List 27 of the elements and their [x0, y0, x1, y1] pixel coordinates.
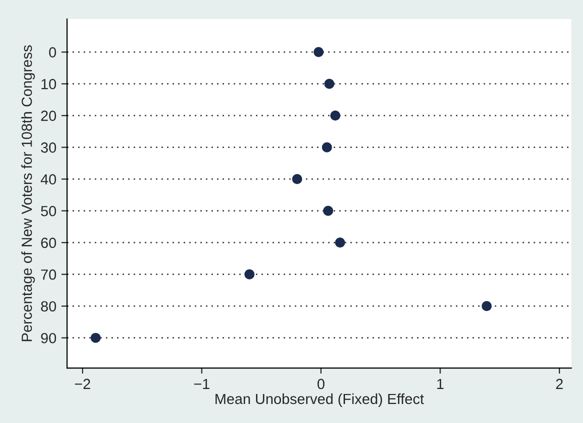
point — [335, 238, 346, 248]
y-tick-label: 40 — [40, 174, 56, 184]
point — [482, 301, 492, 312]
point — [244, 269, 254, 280]
y-axis-title: Percentage of New Voters for 108th Congress — [21, 45, 35, 342]
y-tick-label: 70 — [41, 269, 56, 280]
x-tick-label: 0 — [317, 378, 324, 390]
y-tick-label: 60 — [41, 238, 56, 248]
y-tick-label: 50 — [40, 206, 56, 216]
point — [322, 142, 332, 152]
y-tick-label: 0 — [49, 47, 56, 58]
point — [292, 174, 302, 184]
x-tick-label: −2 — [74, 378, 90, 389]
y-tick-label: 90 — [41, 332, 56, 344]
x-tick-label: 2 — [556, 378, 563, 389]
y-tick-label: 10 — [42, 78, 56, 90]
point — [324, 78, 334, 89]
y-tick-label: 20 — [41, 110, 56, 121]
y-tick-label: 80 — [41, 301, 56, 312]
point — [314, 47, 324, 58]
point — [323, 206, 334, 216]
point — [330, 110, 340, 121]
x-axis-title: Mean Unobserved (Fixed) Effect — [216, 393, 424, 407]
point — [90, 332, 101, 343]
x-tick-label: −1 — [194, 378, 210, 389]
y-tick-label: 30 — [40, 142, 56, 153]
x-tick-label: 1 — [437, 378, 444, 389]
